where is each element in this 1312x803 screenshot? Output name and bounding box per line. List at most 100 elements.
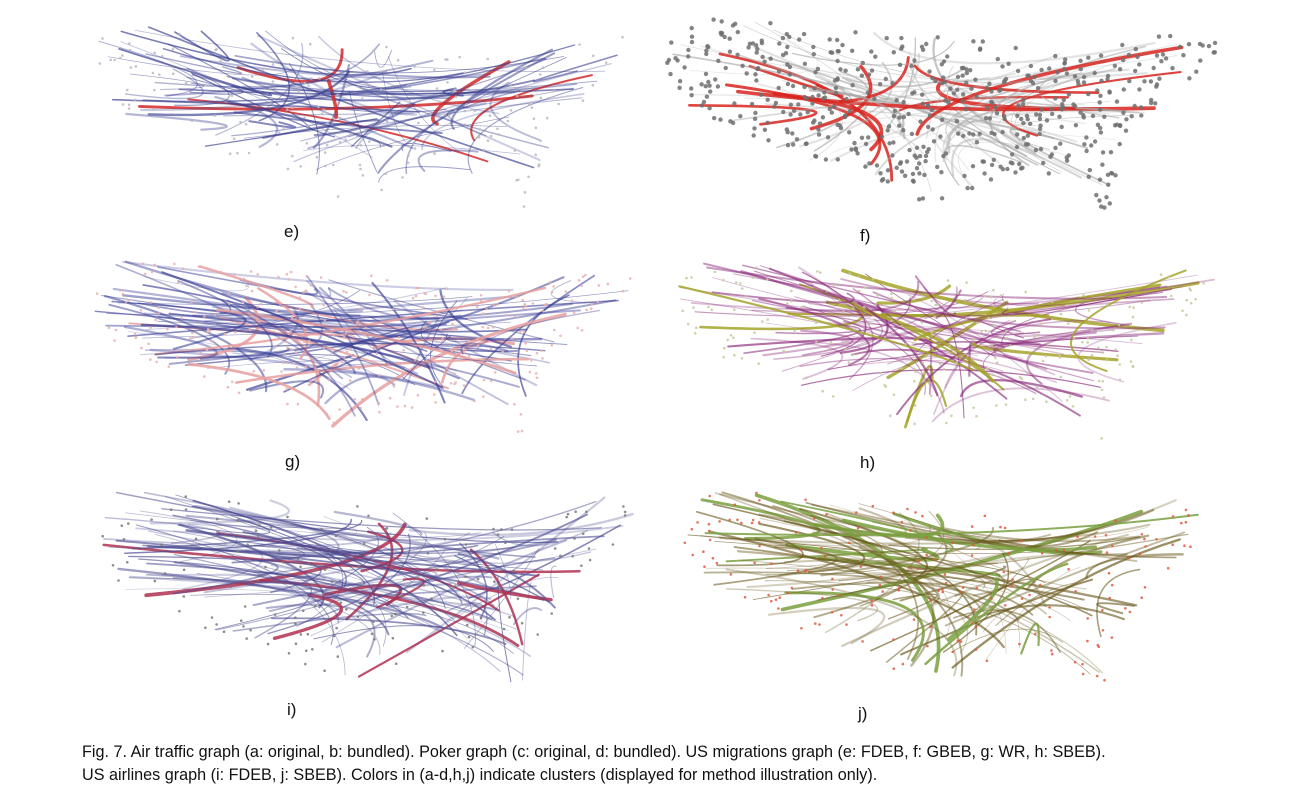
edge xyxy=(393,299,538,387)
node xyxy=(961,92,966,97)
node xyxy=(481,325,485,329)
node xyxy=(993,324,997,327)
node xyxy=(150,270,154,274)
node xyxy=(912,58,917,63)
node xyxy=(794,531,798,534)
node xyxy=(284,340,288,344)
node xyxy=(825,135,831,140)
edge xyxy=(142,544,479,555)
node xyxy=(711,556,715,560)
node xyxy=(527,102,531,106)
node xyxy=(1107,89,1112,94)
node xyxy=(1087,167,1092,173)
node xyxy=(690,276,693,279)
node xyxy=(486,139,490,142)
node xyxy=(1021,97,1026,103)
node xyxy=(910,171,916,177)
edge xyxy=(256,32,291,122)
edge xyxy=(346,309,364,313)
edge xyxy=(896,318,1052,416)
edge xyxy=(125,112,228,131)
node xyxy=(855,151,860,156)
node xyxy=(124,300,128,304)
node xyxy=(1097,100,1102,105)
edge xyxy=(189,289,360,339)
node xyxy=(1095,674,1099,678)
node xyxy=(564,290,568,293)
node xyxy=(985,659,989,663)
node xyxy=(925,553,928,557)
node xyxy=(576,326,579,330)
node xyxy=(1014,144,1020,150)
graph-nodes xyxy=(98,32,624,208)
edge xyxy=(832,131,1117,153)
node xyxy=(716,58,721,63)
edge xyxy=(839,55,910,104)
node xyxy=(892,108,898,114)
node xyxy=(790,142,796,147)
node xyxy=(301,609,305,613)
node xyxy=(246,543,249,546)
edge xyxy=(351,101,401,148)
edge xyxy=(740,270,1042,346)
node xyxy=(153,579,157,583)
node xyxy=(887,141,892,146)
node xyxy=(811,44,816,50)
node xyxy=(426,551,430,555)
node xyxy=(978,46,983,51)
node xyxy=(482,395,485,398)
edge xyxy=(198,265,314,309)
node xyxy=(735,52,740,57)
node xyxy=(909,63,914,69)
node xyxy=(945,54,950,59)
edge xyxy=(378,166,471,183)
node xyxy=(1154,53,1160,58)
node xyxy=(712,115,717,121)
node xyxy=(723,346,726,350)
node xyxy=(973,608,976,612)
node xyxy=(149,301,152,304)
node xyxy=(890,292,893,295)
edge xyxy=(245,532,471,552)
node xyxy=(184,495,188,498)
edge xyxy=(107,56,295,76)
node xyxy=(327,378,331,381)
node xyxy=(751,133,756,138)
node xyxy=(782,349,786,353)
node xyxy=(904,159,910,164)
panel-h: h) xyxy=(670,250,1226,472)
node xyxy=(305,142,309,145)
node xyxy=(933,78,938,84)
node xyxy=(723,65,728,71)
node xyxy=(591,83,595,87)
edge xyxy=(215,43,304,136)
edge xyxy=(252,539,557,607)
node xyxy=(1045,400,1048,403)
node xyxy=(464,575,468,578)
node xyxy=(531,302,535,305)
node xyxy=(753,331,756,334)
node xyxy=(930,331,934,334)
node xyxy=(755,266,758,269)
node xyxy=(1101,629,1105,632)
node xyxy=(1017,161,1022,167)
node xyxy=(904,342,907,346)
edge xyxy=(259,323,543,341)
edge xyxy=(1070,269,1187,372)
node xyxy=(1154,84,1159,89)
node xyxy=(522,330,526,333)
node xyxy=(434,294,437,298)
node xyxy=(729,573,733,576)
node xyxy=(291,106,294,109)
node xyxy=(901,114,906,120)
node xyxy=(927,69,932,74)
node xyxy=(1116,354,1119,358)
node xyxy=(128,48,132,52)
node xyxy=(958,590,962,594)
node xyxy=(543,303,547,307)
edge xyxy=(1002,354,1048,371)
node xyxy=(282,361,286,364)
edge xyxy=(1025,534,1150,591)
node xyxy=(733,21,738,26)
node xyxy=(324,164,327,168)
